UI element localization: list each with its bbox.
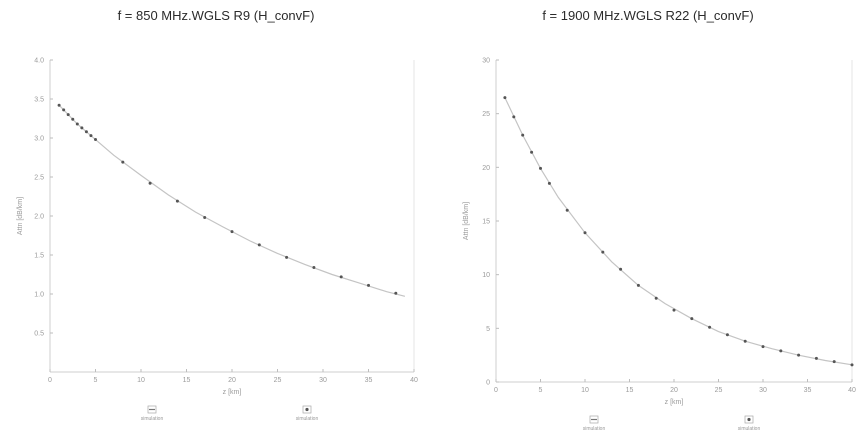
x-tick-label: 5 [539,387,543,394]
data-point [57,103,61,107]
series-line [504,97,853,366]
data-point [312,265,316,269]
data-point [394,291,398,295]
data-point [601,250,605,254]
legend-label: simulation [296,416,319,422]
y-tick-label: 2.0 [34,214,44,221]
data-point [814,356,818,360]
data-point [339,275,343,279]
x-axis-label: z [km] [223,389,242,396]
legend-label: simulation [141,416,164,422]
data-point [690,317,694,321]
x-tick-label: 0 [494,387,498,394]
legend-marker [747,417,751,422]
chart-1900-svg: 0 5 10 15 20 25 30 35 40 0 5 10 15 20 25 30 z [km] Attn [… [463,58,856,432]
chart-panel-1900: f = 1900 MHz.WGLS R22 (H_convF) 0 5 10 15 20… [432,0,864,432]
data-point [66,113,70,117]
series-line [58,104,406,297]
data-point [539,166,542,170]
y-axis-label: Attn [dB/km] [17,197,24,235]
data-point [94,138,97,142]
data-point [583,231,587,235]
data-point [708,325,712,329]
data-point [80,126,84,130]
x-tick-label: 35 [804,387,812,394]
x-tick-label: 0 [48,377,52,384]
y-tick-label: 3.5 [34,97,44,104]
x-tick-label: 25 [274,377,282,384]
data-point [71,117,75,121]
data-point [285,255,289,259]
y-axis-label: Attn [dB/km] [463,202,470,240]
data-point [512,115,516,119]
data-point [62,108,66,112]
data-point [565,208,569,212]
data-point [203,216,207,220]
data-point [850,363,854,367]
x-tick-label: 35 [365,377,373,384]
legend-marker-box [589,415,599,424]
x-tick-label: 5 [94,377,98,384]
y-tick-label: 2.5 [34,175,44,182]
data-point [367,283,370,287]
x-tick-label: 20 [670,387,678,394]
legend-marker-box [147,405,157,414]
y-tick-label: 1.0 [34,292,44,299]
x-tick-label: 20 [228,377,236,384]
y-tick-label: 3.0 [34,136,44,143]
x-axis-label: z [km] [665,399,684,406]
chart-panel-850: f = 850 MHz.WGLS R9 (H_convF) 0 5 10 15 20 25… [17,8,418,423]
data-point [257,243,261,247]
x-tick-label: 10 [137,377,145,384]
data-point [797,353,801,357]
data-point [530,150,534,154]
chart-title: f = 850 MHz.WGLS R9 (H_convF) [117,8,315,23]
x-tick-label: 30 [319,377,327,384]
x-tick-label: 40 [848,387,856,394]
data-point [75,122,79,126]
legend-marker [305,407,309,412]
data-point [89,134,93,138]
legend-marker-box [744,415,754,424]
y-tick-label: 0.5 [34,331,44,338]
data-point [230,230,234,234]
y-tick-label: 10 [482,272,490,279]
legend-marker-box [302,405,312,414]
data-point [636,283,640,287]
x-tick-label: 15 [626,387,634,394]
data-point [84,130,88,134]
legend-label: simulation [738,426,761,432]
y-tick-label: 15 [482,219,490,226]
x-tick-label: 25 [715,387,723,394]
y-tick-label: 1.5 [34,253,44,260]
x-tick-label: 40 [410,377,418,384]
data-point [779,349,783,353]
x-tick-label: 30 [759,387,767,394]
data-point [121,160,125,164]
data-point [547,181,551,185]
data-point [521,133,525,137]
data-point [175,199,179,203]
chart-title: f = 1900 MHz.WGLS R22 (H_convF) [542,8,754,23]
x-tick-label: 15 [183,377,191,384]
y-tick-label: 30 [482,58,490,65]
data-point [832,360,836,364]
y-tick-label: 25 [482,111,490,118]
y-tick-label: 5 [486,326,490,333]
data-point [619,267,623,271]
data-point [503,96,507,100]
chart-850-svg: 0 5 10 15 20 25 30 35 40 0.5 1.0 1.5 2.0 2.5 3.0 3.5 4.0… [17,58,418,423]
data-point [761,345,765,349]
data-point [654,296,658,300]
data-point [148,181,152,185]
data-point [725,333,729,337]
y-tick-label: 0 [486,380,490,387]
data-point [672,308,676,312]
y-tick-label: 4.0 [34,58,44,65]
data-point [743,339,747,343]
x-tick-label: 10 [581,387,589,394]
legend-label: simulation [583,426,606,432]
y-tick-label: 20 [482,165,490,172]
